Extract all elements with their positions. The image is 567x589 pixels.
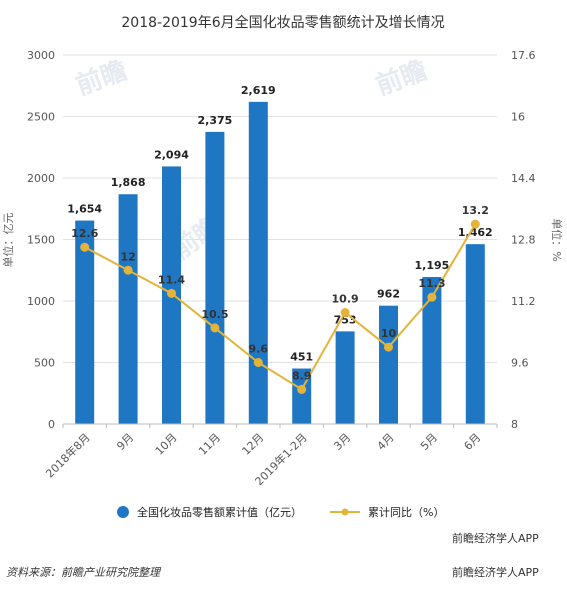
line-value-label: 11.3 <box>418 277 445 290</box>
brand-label-top: 前瞻经济学人APP <box>452 531 539 545</box>
bar <box>118 194 138 424</box>
line-value-label: 10.9 <box>332 293 359 306</box>
x-tick-label: 3月 <box>331 431 353 453</box>
bar <box>335 331 355 424</box>
y-right-tick-label: 16 <box>511 111 525 124</box>
y-left-tick-label: 1500 <box>27 234 55 247</box>
y-left-tick-label: 0 <box>48 418 55 431</box>
line-path <box>84 223 477 391</box>
bar <box>75 220 95 424</box>
bar-value-label: 2,375 <box>198 114 233 127</box>
bar-value-label: 1,868 <box>111 176 146 189</box>
y-left-tick-label: 2000 <box>27 172 55 185</box>
x-tick-label: 6月 <box>462 431 484 453</box>
line-value-label: 9.6 <box>249 343 269 356</box>
line-value-label: 10 <box>381 327 397 340</box>
bar <box>465 244 485 424</box>
line-point <box>427 292 437 302</box>
bar <box>422 277 442 424</box>
watermark-logo: 前瞻 <box>372 55 431 102</box>
line-series: 12.6 12 11.4 10.5 9.6 8.9 10.9 10 11.3 13.2 <box>71 204 489 394</box>
y-axis-left-label: 单位：亿元 <box>1 213 15 268</box>
watermark-logo: 前瞻 <box>72 55 131 102</box>
bar <box>248 101 268 424</box>
x-tick-label: 12月 <box>240 431 267 458</box>
line-point <box>123 265 133 275</box>
bar-value-label: 1,195 <box>415 259 450 272</box>
brand-label-bottom: 前瞻经济学人APP <box>452 565 539 579</box>
y-right-tick-label: 11.2 <box>511 295 536 308</box>
x-tick-label: 5月 <box>418 431 440 453</box>
line-point <box>167 288 176 298</box>
line-value-label: 8.9 <box>292 369 312 382</box>
x-tick-label: 10月 <box>153 431 180 458</box>
y-left-tick-label: 500 <box>34 357 55 370</box>
y-left-tick-label: 2500 <box>27 111 55 124</box>
y-right-tick-label: 14.4 <box>511 172 536 185</box>
x-tick-label: 4月 <box>375 431 397 453</box>
line-point <box>253 358 263 367</box>
bar-value-label: 962 <box>377 288 400 301</box>
y-right-tick-label: 9.6 <box>511 357 529 370</box>
y-right-tick-label: 8 <box>511 418 518 431</box>
line-point <box>210 323 220 333</box>
y-right-tick-label: 17.6 <box>511 49 536 62</box>
y-left-tick-label: 3000 <box>27 49 55 62</box>
line-value-label: 12 <box>120 250 135 263</box>
bar-value-label: 451 <box>290 351 313 364</box>
bar <box>379 305 398 424</box>
line-point <box>384 342 393 352</box>
bar-value-label: 2,094 <box>154 148 189 161</box>
left-axis: 0 500 1000 1500 2000 2500 3000 <box>27 49 55 431</box>
legend-line-marker <box>341 508 349 516</box>
bar-value-label: 1,654 <box>67 203 102 216</box>
legend-bar-swatch <box>117 506 129 518</box>
x-tick-label: 11月 <box>196 431 223 458</box>
legend-line-label: 累计同比（%） <box>368 506 444 519</box>
x-tick-label: 9月 <box>114 431 136 453</box>
line-value-label: 10.5 <box>201 308 228 321</box>
y-axis-right-label: 单位：% <box>550 218 564 261</box>
line-value-label: 13.2 <box>462 204 489 217</box>
line-value-label: 12.6 <box>71 227 98 240</box>
line-point <box>80 242 90 252</box>
legend-bar-label: 全国化妆品零售额累计值（亿元） <box>137 505 302 519</box>
chart-title: 2018-2019年6月全国化妆品零售额统计及增长情况 <box>121 14 444 31</box>
line-value-label: 11.4 <box>158 273 185 286</box>
line-point <box>470 219 480 229</box>
line-point <box>340 308 350 318</box>
bar-value-label: 2,619 <box>241 84 276 97</box>
line-point <box>297 384 307 394</box>
bar <box>205 131 225 424</box>
right-axis: 8 9.6 11.2 12.8 14.4 16 17.6 <box>511 49 536 431</box>
bar-value-label: 1,462 <box>458 226 493 239</box>
x-tick-label: 2018年8月 <box>43 430 93 480</box>
y-left-tick-label: 1000 <box>27 295 55 308</box>
legend: 全国化妆品零售额累计值（亿元） 累计同比（%） <box>117 505 444 519</box>
y-right-tick-label: 12.8 <box>511 234 536 247</box>
source-note: 资料来源：前瞻产业研究院整理 <box>6 566 162 579</box>
